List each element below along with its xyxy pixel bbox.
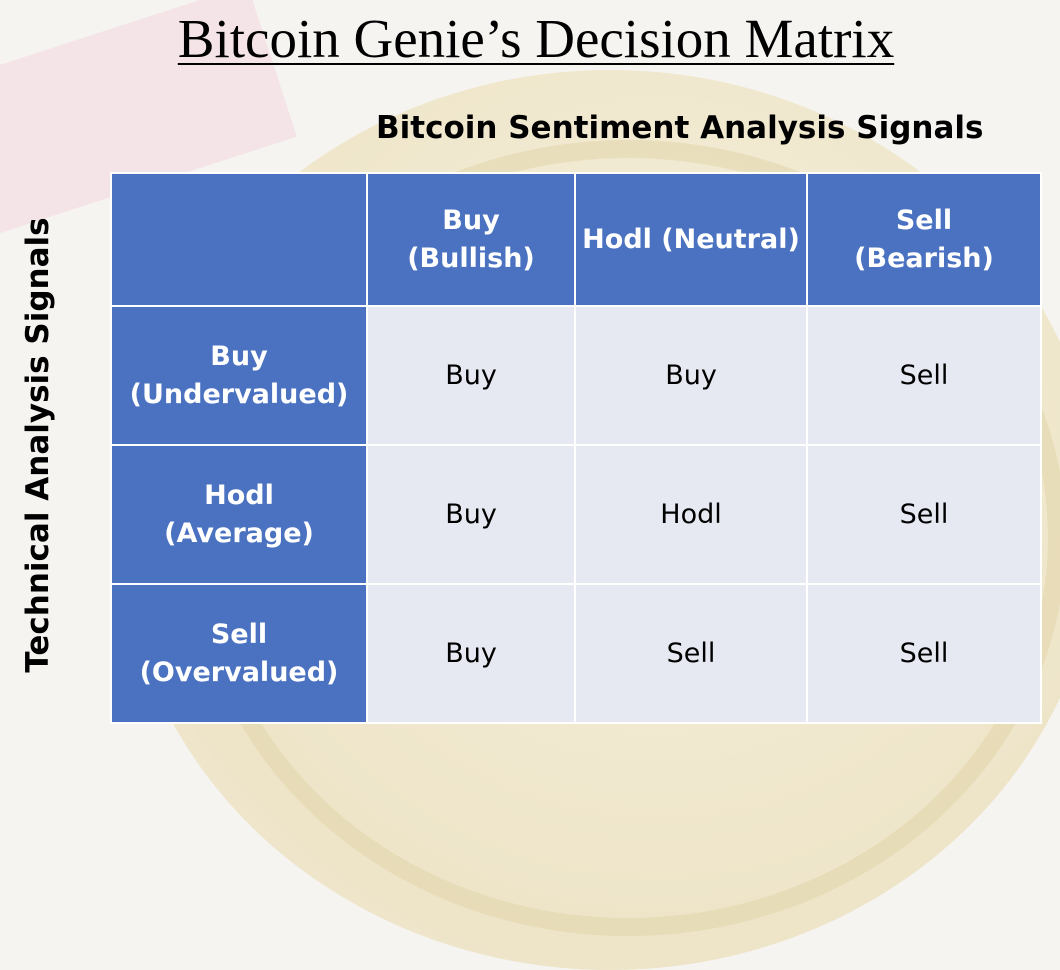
row-axis-title: Technical Analysis Signals [20,217,56,673]
matrix-cell: Sell [806,305,1042,446]
row-header-buy: Buy (Undervalued) [110,305,368,446]
matrix-cell: Buy [574,305,808,446]
matrix-cell: Buy [366,583,576,724]
row-header-label: Sell [210,618,268,650]
column-header-buy: Buy (Bullish) [366,172,576,307]
column-header-sublabel: (Bullish) [407,242,535,274]
page-title: Bitcoin Genie’s Decision Matrix [177,8,895,69]
matrix-cell: Buy [366,305,576,446]
table-row: Buy (Undervalued) Buy Buy Sell [110,305,1042,446]
column-header-sell: Sell (Bearish) [806,172,1042,307]
matrix-cell: Sell [806,583,1042,724]
column-header-hodl: Hodl (Neutral) [574,172,808,307]
decision-matrix-table: Buy (Bullish) Hodl (Neutral) Sell (Beari… [110,172,1042,724]
matrix-cell: Sell [574,583,808,724]
row-header-hodl: Hodl (Average) [110,444,368,585]
column-axis-title: Bitcoin Sentiment Analysis Signals [376,110,984,146]
matrix-cell: Sell [806,444,1042,585]
column-header-label: Hodl (Neutral) [582,223,800,255]
row-header-label: Buy [210,340,268,372]
table-header-row: Buy (Bullish) Hodl (Neutral) Sell (Beari… [110,172,1042,307]
column-header-label: Sell [895,204,953,236]
corner-cell [110,172,368,307]
column-header-label: Buy [442,204,500,236]
table-row: Sell (Overvalued) Buy Sell Sell [110,583,1042,724]
row-header-label: Hodl [204,479,274,511]
row-header-sublabel: (Overvalued) [139,656,339,688]
row-header-sublabel: (Average) [164,517,314,549]
matrix-cell: Buy [366,444,576,585]
table-row: Hodl (Average) Buy Hodl Sell [110,444,1042,585]
row-header-sublabel: (Undervalued) [129,378,349,410]
column-header-sublabel: (Bearish) [854,242,994,274]
matrix-cell: Hodl [574,444,808,585]
row-header-sell: Sell (Overvalued) [110,583,368,724]
